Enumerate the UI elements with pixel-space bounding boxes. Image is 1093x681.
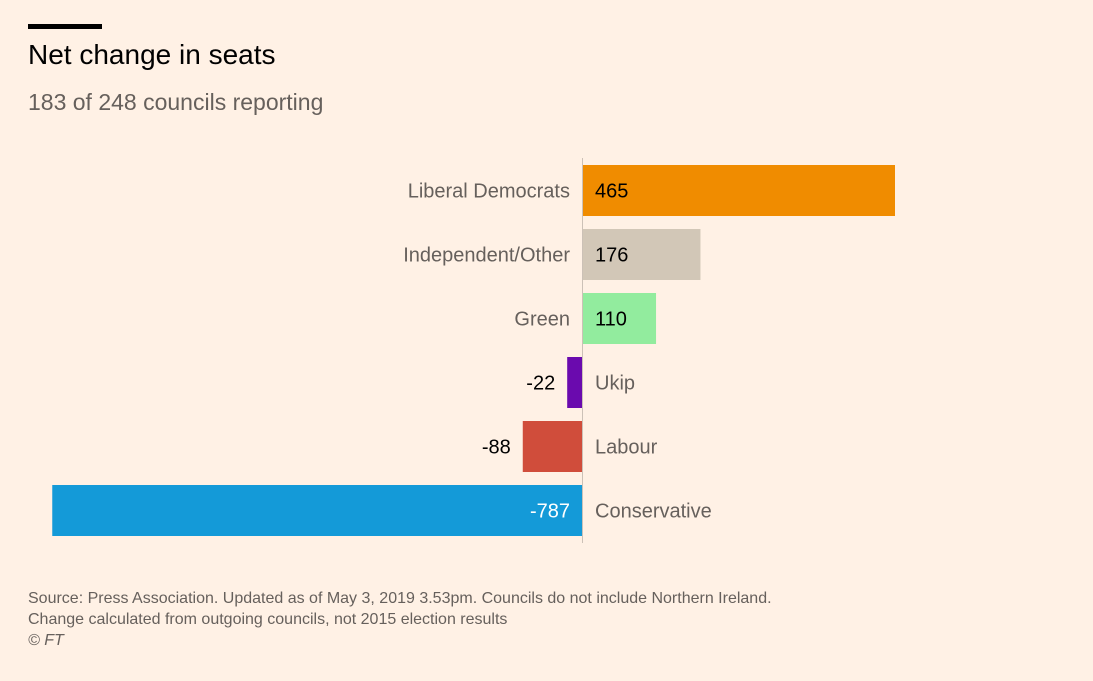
bar-independent-other xyxy=(582,229,701,280)
bar-labour xyxy=(522,421,582,472)
value-label-conservative: -787 xyxy=(530,501,570,523)
category-label-green: Green xyxy=(514,309,570,331)
value-label-ukip: -22 xyxy=(526,373,555,395)
category-label-independent-other: Independent/Other xyxy=(403,245,570,267)
bar-conservative xyxy=(52,485,582,536)
bar-liberal-democrats xyxy=(582,165,895,216)
category-label-liberal-democrats: Liberal Democrats xyxy=(408,181,570,203)
chart-subtitle: 183 of 248 councils reporting xyxy=(28,89,324,115)
value-label-liberal-democrats: 465 xyxy=(595,181,628,203)
value-label-independent-other: 176 xyxy=(595,245,628,267)
copyright: © FT xyxy=(28,632,64,649)
labels-layer: Liberal Democrats 465 Independent/Other 176… xyxy=(403,181,712,523)
category-label-ukip: Ukip xyxy=(595,373,635,395)
bars-layer xyxy=(52,165,895,536)
value-label-green: 110 xyxy=(595,309,627,331)
source-line-1: Source: Press Association. Updated as of… xyxy=(28,590,772,607)
chart-title: Net change in seats xyxy=(28,39,276,70)
bar-green xyxy=(582,293,657,344)
source-line-2: Change calculated from outgoing councils… xyxy=(28,611,508,628)
category-label-labour: Labour xyxy=(595,437,658,459)
bar-ukip xyxy=(567,357,582,408)
value-label-labour: -88 xyxy=(482,437,511,459)
top-rule xyxy=(28,24,102,29)
source-note: Source: Press Association. Updated as of… xyxy=(28,588,772,651)
category-label-conservative: Conservative xyxy=(595,501,712,523)
